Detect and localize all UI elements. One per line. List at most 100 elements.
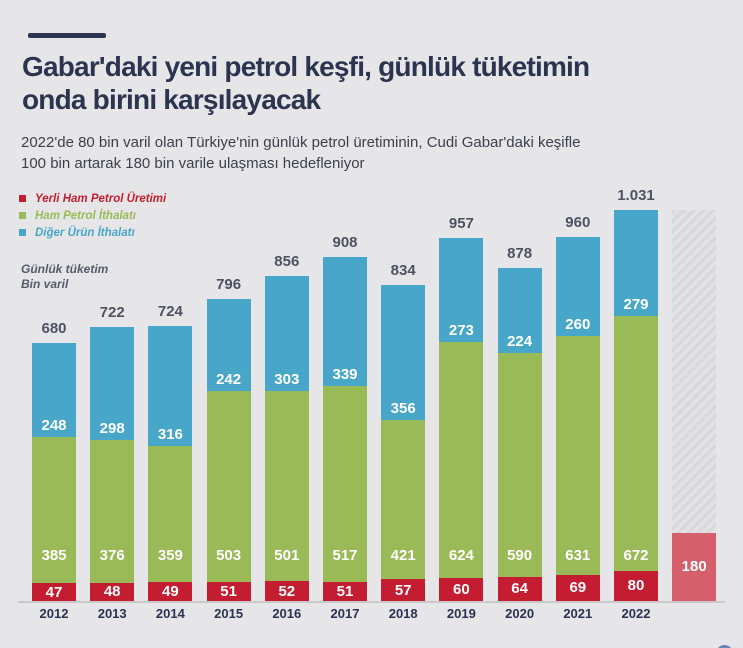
legend-item-label: Diğer Ürün İthalatı xyxy=(35,226,135,239)
bar-segment-domestic xyxy=(32,583,76,601)
value-label-crude-imports: 385 xyxy=(41,547,67,564)
projection-value-label: 180 xyxy=(681,557,707,575)
value-label-domestic: 47 xyxy=(45,583,63,601)
page-title-line-1: Gabar'daki yeni petrol keşfi, günlük tük… xyxy=(22,51,590,82)
legend-swatch-icon xyxy=(19,195,26,202)
bar-year-label: 2015 xyxy=(214,606,244,621)
title-rule xyxy=(28,33,106,38)
bar-year-label: 2014 xyxy=(155,606,185,621)
bar-segment-other-imports xyxy=(381,284,426,420)
bar-segment-domestic xyxy=(614,570,658,601)
value-label-crude-imports: 590 xyxy=(507,547,533,564)
bar-segment-crude-imports xyxy=(264,391,309,582)
bar-segment-domestic xyxy=(90,582,135,601)
bar-segment-domestic xyxy=(381,579,426,601)
value-label-crude-imports: 631 xyxy=(565,547,591,564)
bar-segment-other-imports xyxy=(32,343,76,438)
bar-year-label: 2012 xyxy=(39,606,69,621)
bar-total-label: 724 xyxy=(157,303,183,321)
bar-total-label: 957 xyxy=(448,215,474,233)
bar-group-2018: 57 421 356 834 2018 xyxy=(381,185,426,621)
legend-item-1: Ham Petrol İthalatı xyxy=(19,207,166,224)
legend-swatch-icon xyxy=(19,212,26,219)
bar-year-label: 2017 xyxy=(330,606,360,621)
bar-segment-domestic xyxy=(206,581,251,601)
bar-total-label: 834 xyxy=(390,261,416,279)
bar-total-label: 680 xyxy=(41,320,67,338)
bar-year-label: 2022 xyxy=(621,606,651,621)
value-label-crude-imports: 672 xyxy=(623,547,649,564)
bar-group-2014: 49 359 316 724 2014 xyxy=(148,185,193,621)
bar-total-label: 960 xyxy=(565,213,591,231)
bar-segment-other-imports xyxy=(90,327,135,441)
projection-bar xyxy=(672,532,717,601)
legend-item-0: Yerli Ham Petrol Üretimi xyxy=(19,190,166,207)
value-label-domestic: 51 xyxy=(220,582,237,600)
value-label-other-imports: 298 xyxy=(99,420,125,438)
bar-segment-crude-imports xyxy=(90,440,135,583)
bar-segment-domestic xyxy=(148,582,193,601)
value-label-other-imports: 224 xyxy=(507,332,533,350)
value-label-crude-imports: 421 xyxy=(390,547,416,564)
value-label-crude-imports: 359 xyxy=(157,547,183,564)
page-title-line-2: onda birini karşılayacak xyxy=(22,84,321,115)
value-label-other-imports: 356 xyxy=(390,399,416,417)
bar-segment-other-imports xyxy=(439,238,484,342)
bar-segment-other-imports xyxy=(323,257,367,386)
bar-total-label: 1.031 xyxy=(617,187,655,204)
value-label-domestic: 49 xyxy=(162,583,179,601)
value-label-domestic: 57 xyxy=(394,581,412,599)
bar-group-2016: 52 501 303 856 2016 xyxy=(264,185,309,621)
chart: 47 385 248 680 2012 48 376 298 722 2013 49 359 316 72… xyxy=(18,185,725,621)
legend-item-2: Diğer Ürün İthalatı xyxy=(19,224,166,241)
bar-segment-other-imports xyxy=(497,268,542,353)
bar-segment-crude-imports xyxy=(323,385,367,582)
value-label-domestic: 52 xyxy=(278,582,296,600)
value-label-domestic: 60 xyxy=(453,581,470,599)
bar-segment-domestic xyxy=(555,574,600,601)
bar-segment-crude-imports xyxy=(614,315,658,571)
subtitle-line-2: 100 bin artarak 180 bin varile ulaşması … xyxy=(21,155,365,172)
bar-segment-other-imports xyxy=(614,210,658,316)
bar-year-label: 2020 xyxy=(505,606,535,621)
bar-total-label: 796 xyxy=(216,276,242,294)
subtitle-line-1: 2022'de 80 bin varil olan Türkiye'nin gü… xyxy=(21,134,581,151)
page-title: Gabar'daki yeni petrol keşfi, günlük tük… xyxy=(22,50,722,116)
bar-total-label: 908 xyxy=(332,234,358,252)
bar-segment-other-imports xyxy=(555,236,600,336)
value-label-other-imports: 260 xyxy=(565,315,591,333)
value-label-crude-imports: 376 xyxy=(99,547,125,564)
bar-group-2019: 60 624 273 957 2019 xyxy=(439,185,484,621)
legend: Yerli Ham Petrol Üretimi Ham Petrol İthal… xyxy=(19,190,166,241)
bar-segment-crude-imports xyxy=(148,446,193,583)
value-label-domestic: 51 xyxy=(336,582,354,600)
bar-segment-other-imports xyxy=(148,326,193,447)
bar-year-label: 2021 xyxy=(563,606,593,621)
bar-group-2022: 80 672 279 1.031 2022 xyxy=(614,185,658,621)
bar-year-label: 2013 xyxy=(97,606,127,621)
bar-segment-domestic xyxy=(264,581,309,601)
bar-segment-crude-imports xyxy=(555,335,600,575)
bar-segment-crude-imports xyxy=(439,341,484,579)
bar-group-2015: 51 503 242 796 2015 xyxy=(206,185,251,621)
axis-note-line-2: Bin varil xyxy=(21,277,69,291)
bar-group-2017: 51 517 339 908 2017 xyxy=(323,185,367,621)
bar-total-label: 856 xyxy=(274,253,300,271)
value-label-crude-imports: 517 xyxy=(332,547,358,564)
legend-item-label: Ham Petrol İthalatı xyxy=(35,209,136,222)
legend-swatch-icon xyxy=(19,229,26,236)
bar-segment-crude-imports xyxy=(206,390,251,582)
bar-segment-domestic xyxy=(323,581,367,601)
bar-segment-other-imports xyxy=(206,299,251,391)
bar-total-label: 878 xyxy=(507,245,533,263)
logo-fragment xyxy=(716,645,733,648)
bar-group-2020: 64 590 224 878 2020 xyxy=(497,185,542,621)
value-label-domestic: 48 xyxy=(103,583,121,601)
bar-segment-crude-imports xyxy=(32,437,76,584)
bar-segment-domestic xyxy=(439,578,484,601)
value-label-crude-imports: 501 xyxy=(274,547,300,564)
value-label-crude-imports: 624 xyxy=(448,547,474,564)
value-label-other-imports: 339 xyxy=(332,365,358,383)
bar-group-2013: 48 376 298 722 2013 xyxy=(90,185,135,621)
